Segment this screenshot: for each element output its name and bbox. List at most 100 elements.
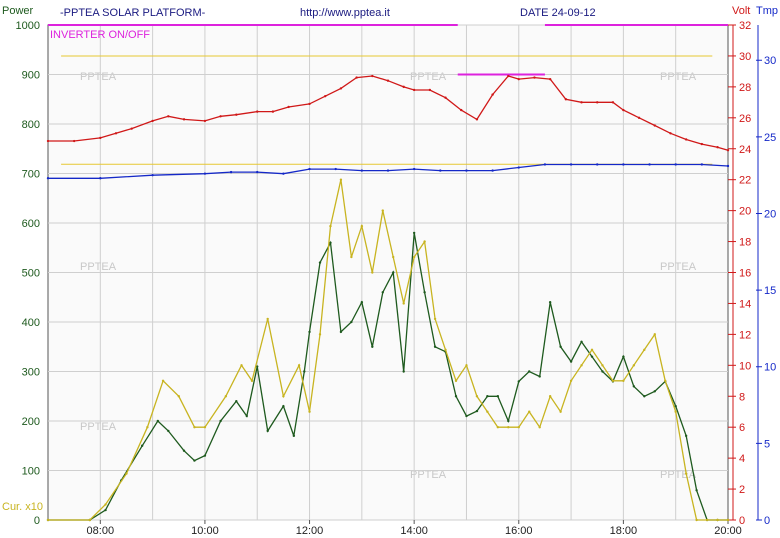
data-point-current: [580, 364, 583, 367]
watermark-text-4: PPTEA: [660, 261, 697, 273]
data-point-current: [329, 224, 332, 228]
watermark-text-0: PPTEA: [80, 71, 117, 83]
power-tick-label: 200: [22, 416, 40, 428]
data-point-temperature: [151, 173, 154, 177]
data-point-power: [632, 385, 636, 388]
data-point-power: [318, 261, 322, 264]
volt-tick-label: 10: [739, 360, 751, 372]
data-point-current: [177, 395, 180, 398]
watermark-text-5: PPTEA: [80, 421, 117, 433]
data-point-power: [303, 370, 306, 373]
data-point-voltage: [72, 139, 76, 143]
data-point-temperature: [726, 164, 730, 168]
power-tick-label: 100: [22, 466, 40, 478]
data-point-power: [559, 345, 562, 348]
data-point-voltage: [580, 101, 583, 104]
data-point-current: [559, 410, 562, 413]
data-point-current: [528, 410, 531, 413]
time-tick-label: 12:00: [296, 525, 324, 537]
data-point-power: [412, 231, 416, 235]
tmp-tick-label: 0: [764, 515, 770, 527]
data-point-power: [569, 360, 573, 363]
tmp-tick-label: 15: [764, 285, 776, 297]
volt-tick-label: 18: [739, 237, 751, 249]
data-point-current: [339, 178, 343, 181]
data-point-current: [622, 379, 625, 382]
data-point-current: [726, 518, 730, 522]
watermark-text-2: PPTEA: [660, 71, 697, 83]
header-url: http://www.pptea.it: [300, 7, 390, 19]
data-point-temperature: [439, 169, 442, 172]
data-point-voltage: [114, 132, 118, 135]
data-point-current: [590, 348, 594, 352]
header-brand: -PPTEA SOLAR PLATFORM-: [60, 7, 206, 19]
data-point-current: [146, 425, 149, 429]
data-point-temperature: [543, 163, 547, 166]
data-point-temperature: [386, 169, 390, 172]
data-point-power: [167, 429, 170, 433]
tmp-tick-label: 10: [764, 362, 776, 374]
tmp-axis: 30 25 20 15 10 5 0: [756, 25, 776, 527]
data-point-power: [371, 345, 374, 348]
data-point-voltage: [491, 93, 494, 96]
header-date: DATE 24-09-12: [520, 7, 596, 19]
time-tick-label: 18:00: [610, 525, 638, 537]
data-point-voltage: [203, 119, 207, 123]
power-tick-label: 1000: [16, 20, 40, 32]
data-point-power: [601, 370, 604, 373]
time-tick-label: 08:00: [87, 525, 115, 537]
tmp-tick-label: 20: [764, 208, 776, 220]
volt-axis-title: Volt: [732, 5, 750, 17]
volt-tick-label: 16: [739, 268, 751, 280]
data-point-current: [381, 209, 384, 212]
data-point-power: [235, 400, 238, 403]
watermark-text-6: PPTEA: [410, 469, 447, 481]
data-point-current: [46, 518, 50, 522]
data-point-power: [684, 434, 688, 438]
data-point-current: [496, 425, 500, 429]
data-point-voltage: [219, 115, 222, 118]
volt-tick-label: 14: [739, 298, 751, 310]
data-point-voltage: [653, 124, 656, 127]
data-point-voltage: [507, 74, 510, 78]
data-point-power: [245, 414, 248, 418]
series-current: [46, 178, 730, 522]
power-tick-label: 0: [34, 515, 40, 527]
data-point-current: [695, 518, 698, 522]
data-point-current: [548, 395, 552, 398]
data-point-voltage: [271, 110, 275, 113]
data-point-current: [507, 425, 510, 429]
data-point-voltage: [428, 88, 432, 92]
data-point-voltage: [287, 105, 290, 109]
data-point-power: [381, 291, 384, 294]
data-point-current: [224, 395, 228, 398]
data-point-current: [402, 302, 405, 305]
data-point-power: [496, 395, 500, 398]
data-point-temperature: [229, 170, 233, 174]
data-point-power: [350, 320, 353, 324]
data-point-voltage: [412, 88, 416, 92]
data-point-power: [140, 444, 144, 447]
data-point-voltage: [622, 108, 625, 112]
left-axis-title: Power: [2, 5, 34, 17]
data-point-power: [219, 419, 222, 423]
data-point-current: [266, 317, 269, 321]
data-point-current: [161, 379, 165, 382]
data-point-current: [538, 425, 541, 429]
data-point-current: [104, 503, 107, 506]
power-tick-label: 500: [22, 268, 40, 280]
volt-tick-label: 28: [739, 82, 751, 94]
data-point-power: [360, 301, 364, 304]
data-point-voltage: [596, 101, 599, 104]
data-point-voltage: [611, 101, 615, 104]
data-point-current: [684, 472, 688, 475]
data-point-power: [674, 404, 677, 408]
data-point-voltage: [517, 77, 520, 81]
data-point-power: [203, 454, 207, 457]
data-point-voltage: [386, 79, 390, 82]
data-point-power: [653, 390, 656, 393]
data-point-temperature: [99, 177, 102, 180]
data-point-voltage: [726, 149, 730, 152]
